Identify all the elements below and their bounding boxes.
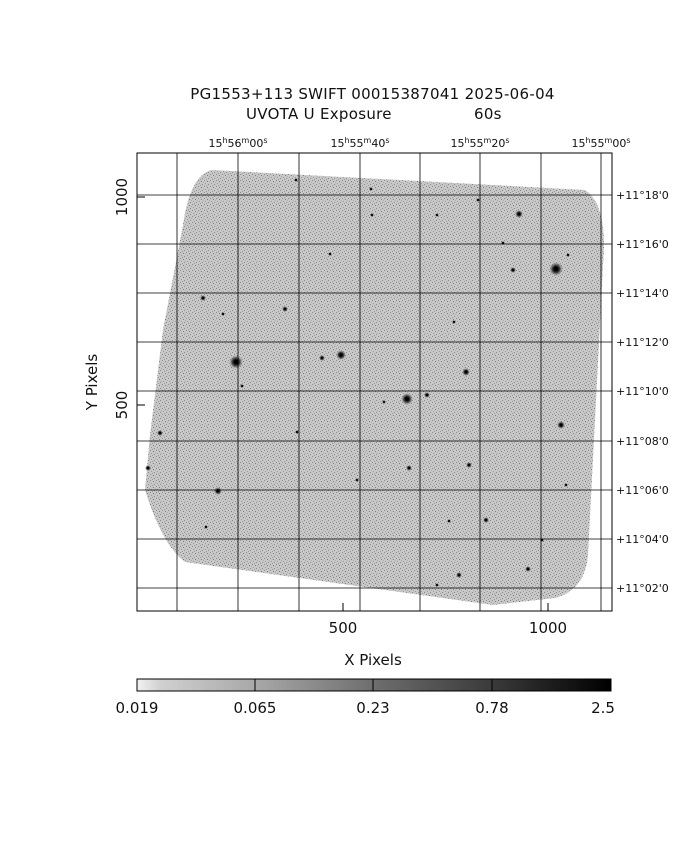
star-core bbox=[464, 370, 468, 374]
star-core bbox=[202, 297, 204, 299]
star-core bbox=[241, 385, 243, 387]
star-core bbox=[436, 214, 438, 216]
star-core bbox=[517, 212, 521, 216]
star-core bbox=[408, 467, 410, 469]
star-core bbox=[448, 520, 450, 522]
dec-tick-label: +11°16'0 bbox=[616, 238, 669, 251]
star-core bbox=[159, 432, 161, 434]
star-core bbox=[512, 269, 514, 271]
star-core bbox=[222, 313, 224, 315]
colorbar-tick-label: 2.5 bbox=[591, 699, 615, 717]
star-core bbox=[383, 401, 385, 403]
star-core bbox=[370, 188, 372, 190]
dec-tick-label: +11°14'0 bbox=[616, 287, 669, 300]
star-core bbox=[405, 397, 409, 401]
plot-frame bbox=[136, 152, 613, 612]
star-core bbox=[565, 484, 567, 486]
star-core bbox=[371, 214, 373, 216]
star-core bbox=[356, 479, 358, 481]
exposure-footprint bbox=[145, 170, 604, 605]
dec-tick-label: +11°06'0 bbox=[616, 484, 669, 497]
dec-tick-label: +11°08'0 bbox=[616, 435, 669, 448]
x-axis-ticks bbox=[137, 196, 549, 611]
star-core bbox=[295, 179, 297, 181]
colorbar-tick-label: 0.019 bbox=[116, 699, 159, 717]
star-core bbox=[553, 266, 559, 272]
y-tick-label: 500 bbox=[113, 391, 131, 420]
star-core bbox=[321, 357, 323, 359]
dec-tick-label: +11°04'0 bbox=[616, 533, 669, 546]
ra-tick-label: 15h55m40s bbox=[330, 136, 389, 150]
x-axis-label: X Pixels bbox=[344, 651, 402, 669]
dec-axis-labels: +11°18'0 +11°16'0 +11°14'0 +11°12'0 +11°10'0… bbox=[616, 189, 669, 595]
star-sources bbox=[145, 178, 570, 587]
x-tick-label: 1000 bbox=[529, 619, 567, 637]
colorbar-tick-label: 0.065 bbox=[234, 699, 277, 717]
star-core bbox=[567, 254, 569, 256]
ra-axis-labels: 15h56m00s 15h55m40s 15h55m20s 15h55m00s bbox=[208, 136, 630, 150]
star-core bbox=[296, 431, 298, 433]
star-core bbox=[559, 423, 563, 427]
star-core bbox=[458, 574, 460, 576]
star-core bbox=[477, 199, 479, 201]
star-core bbox=[329, 253, 331, 255]
ra-tick-label: 15h55m00s bbox=[571, 136, 630, 150]
star-core bbox=[527, 568, 529, 570]
star-core bbox=[147, 467, 149, 469]
dec-tick-label: +11°10'0 bbox=[616, 385, 669, 398]
star-core bbox=[436, 584, 438, 586]
star-core bbox=[485, 519, 487, 521]
star-core bbox=[339, 353, 343, 357]
exposure-filter-label: UVOTA U Exposure bbox=[246, 105, 392, 123]
dec-tick-label: +11°02'0 bbox=[616, 582, 669, 595]
colorbar-tick-label: 0.23 bbox=[356, 699, 389, 717]
y-tick-label: 1000 bbox=[113, 178, 131, 216]
star-core bbox=[502, 242, 504, 244]
exposure-time: 60s bbox=[474, 105, 502, 123]
colorbar bbox=[136, 678, 612, 692]
star-core bbox=[205, 526, 207, 528]
star-core bbox=[541, 539, 543, 541]
colorbar-tick-label: 0.78 bbox=[475, 699, 508, 717]
star-core bbox=[284, 308, 286, 310]
dec-tick-label: +11°18'0 bbox=[616, 189, 669, 202]
dec-tick-label: +11°12'0 bbox=[616, 336, 669, 349]
star-core bbox=[233, 359, 239, 365]
star-core bbox=[453, 321, 455, 323]
ra-tick-label: 15h55m20s bbox=[450, 136, 509, 150]
star-core bbox=[468, 464, 470, 466]
ra-tick-label: 15h56m00s bbox=[208, 136, 267, 150]
star-core bbox=[426, 394, 428, 396]
y-axis-label: Y Pixels bbox=[83, 354, 101, 412]
coordinate-grid bbox=[137, 153, 612, 611]
image-title: PG1553+113 SWIFT 00015387041 2025-06-04 bbox=[190, 85, 555, 103]
x-tick-label: 500 bbox=[329, 619, 358, 637]
